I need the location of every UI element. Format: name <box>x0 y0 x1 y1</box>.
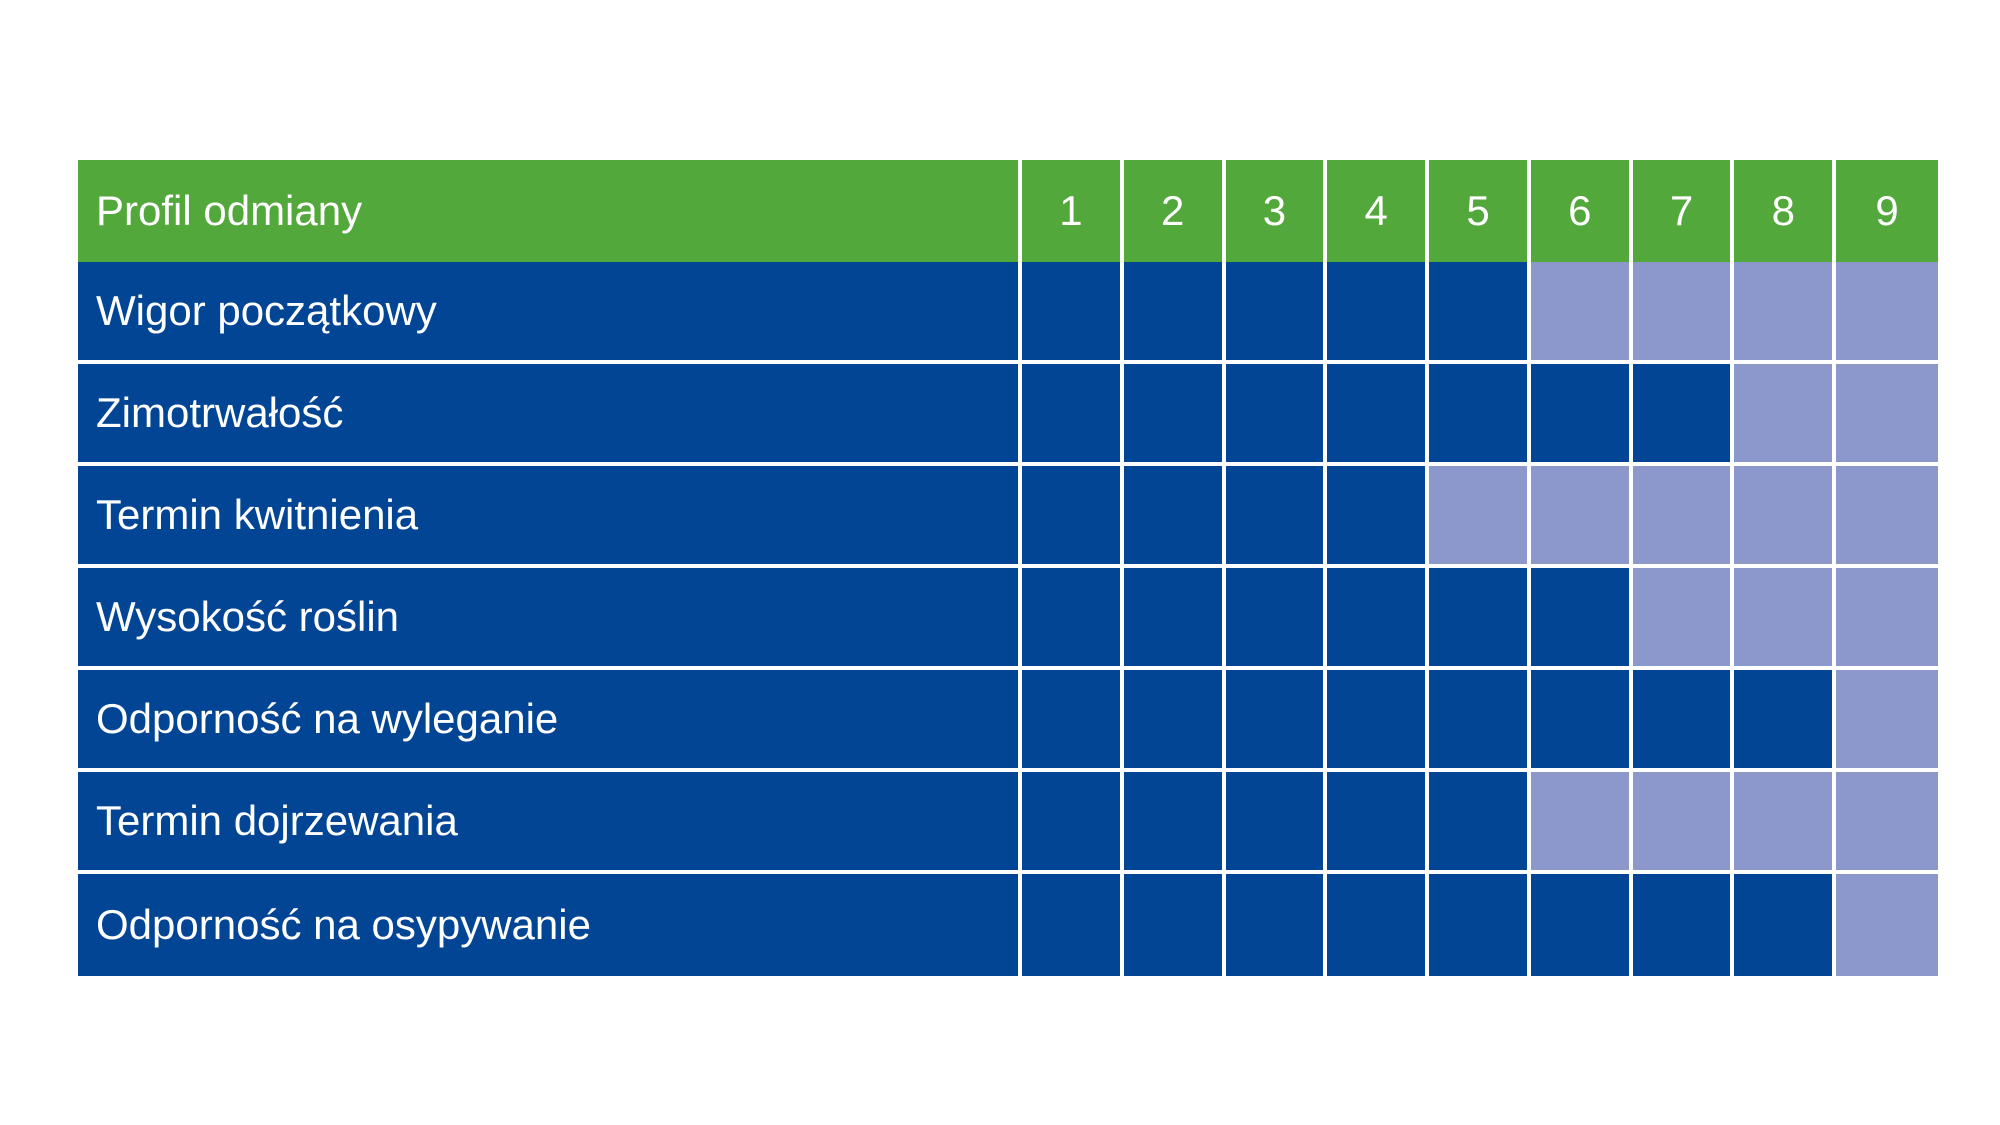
scale-cell-empty <box>1632 466 1735 568</box>
header-row: Profil odmiany 1 2 3 4 5 6 7 8 9 <box>78 160 1938 262</box>
scale-header-2: 2 <box>1123 160 1226 262</box>
scale-cell-filled <box>1022 772 1124 874</box>
variety-profile-table: Profil odmiany 1 2 3 4 5 6 7 8 9 Wigor p… <box>78 160 1938 976</box>
scale-cell-filled <box>1022 364 1124 466</box>
scale-cell-filled <box>1327 466 1430 568</box>
scale-cell-filled <box>1327 262 1430 364</box>
trait-row: Odporność na osypywanie <box>78 874 1938 976</box>
scale-cell-empty <box>1836 772 1938 874</box>
scale-header-3: 3 <box>1225 160 1328 262</box>
scale-cell-filled <box>1327 670 1430 772</box>
scale-header-4: 4 <box>1327 160 1430 262</box>
scale-cell-filled <box>1225 364 1328 466</box>
scale-header-5: 5 <box>1429 160 1531 262</box>
scale-cell-empty <box>1530 772 1633 874</box>
trait-label: Odporność na wyleganie <box>78 670 1023 772</box>
scale-cell-empty <box>1632 568 1735 670</box>
scale-cell-filled <box>1734 874 1837 976</box>
trait-label: Zimotrwałość <box>78 364 1023 466</box>
scale-cell-filled <box>1429 874 1531 976</box>
scale-cell-empty <box>1734 772 1837 874</box>
scale-cell-filled <box>1429 568 1531 670</box>
scale-cell-empty <box>1836 874 1938 976</box>
scale-cell-filled <box>1123 364 1226 466</box>
scale-cell-filled <box>1530 364 1633 466</box>
scale-cell-filled <box>1530 670 1633 772</box>
header-profile-label: Profil odmiany <box>78 160 1023 262</box>
scale-cell-filled <box>1530 874 1633 976</box>
scale-cell-filled <box>1022 874 1124 976</box>
scale-cell-filled <box>1327 772 1430 874</box>
trait-label: Odporność na osypywanie <box>78 874 1023 976</box>
scale-cell-filled <box>1225 466 1328 568</box>
trait-row: Termin dojrzewania <box>78 772 1938 874</box>
trait-label: Wysokość roślin <box>78 568 1023 670</box>
scale-cell-empty <box>1734 262 1837 364</box>
scale-cell-empty <box>1836 568 1938 670</box>
scale-cell-filled <box>1632 364 1735 466</box>
scale-header-9: 9 <box>1836 160 1938 262</box>
scale-cell-filled <box>1429 772 1531 874</box>
scale-cell-empty <box>1734 568 1837 670</box>
scale-cell-empty <box>1734 466 1837 568</box>
trait-row: Termin kwitnienia <box>78 466 1938 568</box>
scale-header-8: 8 <box>1734 160 1837 262</box>
scale-cell-filled <box>1123 772 1226 874</box>
scale-cell-filled <box>1327 364 1430 466</box>
scale-header-1: 1 <box>1022 160 1124 262</box>
scale-cell-filled <box>1123 874 1226 976</box>
trait-label: Wigor początkowy <box>78 262 1023 364</box>
scale-cell-filled <box>1022 262 1124 364</box>
scale-cell-filled <box>1429 670 1531 772</box>
scale-cell-filled <box>1022 568 1124 670</box>
scale-cell-filled <box>1429 262 1531 364</box>
scale-cell-empty <box>1734 364 1837 466</box>
scale-cell-filled <box>1530 568 1633 670</box>
scale-cell-empty <box>1836 670 1938 772</box>
scale-cell-filled <box>1225 874 1328 976</box>
scale-cell-filled <box>1429 364 1531 466</box>
scale-cell-empty <box>1632 772 1735 874</box>
scale-cell-filled <box>1632 874 1735 976</box>
scale-cell-empty <box>1632 262 1735 364</box>
trait-row: Wysokość roślin <box>78 568 1938 670</box>
scale-cell-filled <box>1225 670 1328 772</box>
scale-cell-filled <box>1123 466 1226 568</box>
scale-cell-filled <box>1022 466 1124 568</box>
scale-cell-filled <box>1225 262 1328 364</box>
scale-cell-filled <box>1123 568 1226 670</box>
scale-cell-empty <box>1429 466 1531 568</box>
scale-cell-filled <box>1327 874 1430 976</box>
scale-cell-empty <box>1530 262 1633 364</box>
scale-header-6: 6 <box>1530 160 1633 262</box>
trait-row: Zimotrwałość <box>78 364 1938 466</box>
trait-label: Termin kwitnienia <box>78 466 1023 568</box>
trait-row: Odporność na wyleganie <box>78 670 1938 772</box>
scale-cell-filled <box>1123 262 1226 364</box>
scale-cell-filled <box>1225 568 1328 670</box>
scale-cell-empty <box>1836 262 1938 364</box>
trait-row: Wigor początkowy <box>78 262 1938 364</box>
scale-cell-empty <box>1530 466 1633 568</box>
scale-cell-filled <box>1022 670 1124 772</box>
table-body: Wigor początkowy Zimotrwałość Termin kwitn… <box>78 262 1938 976</box>
scale-cell-filled <box>1123 670 1226 772</box>
scale-cell-filled <box>1225 772 1328 874</box>
scale-cell-filled <box>1632 670 1735 772</box>
scale-cell-empty <box>1836 466 1938 568</box>
scale-cell-empty <box>1836 364 1938 466</box>
scale-cell-filled <box>1734 670 1837 772</box>
scale-cell-filled <box>1327 568 1430 670</box>
trait-label: Termin dojrzewania <box>78 772 1023 874</box>
scale-header-7: 7 <box>1632 160 1735 262</box>
